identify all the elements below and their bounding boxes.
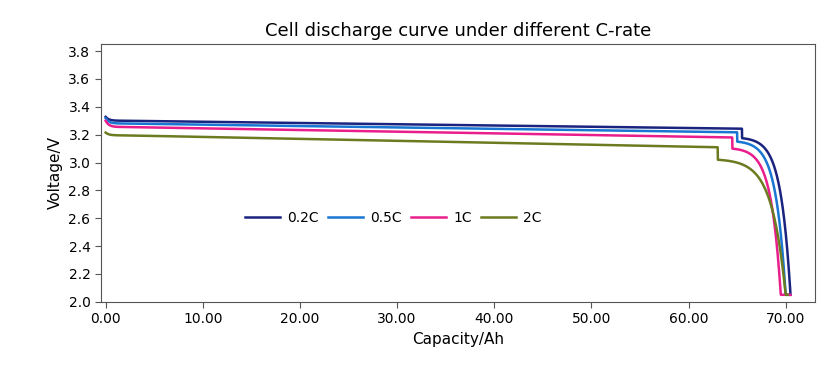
0.2C xyxy=(711,126,721,131)
2C xyxy=(783,293,793,297)
1C xyxy=(701,135,711,139)
1C xyxy=(774,276,785,280)
Line: 0.5C: 0.5C xyxy=(106,118,790,295)
Line: 1C: 1C xyxy=(106,121,790,295)
1C xyxy=(785,293,795,297)
Title: Cell discharge curve under different C-rate: Cell discharge curve under different C-r… xyxy=(265,22,651,40)
2C xyxy=(688,145,698,149)
2C xyxy=(370,138,381,143)
1C xyxy=(769,223,780,227)
1C xyxy=(377,129,387,134)
0.2C xyxy=(772,175,782,179)
0.5C xyxy=(785,293,795,297)
0.2C xyxy=(101,115,111,119)
X-axis label: Capacity/Ah: Capacity/Ah xyxy=(412,332,504,347)
0.5C xyxy=(706,130,717,134)
0.2C xyxy=(776,197,786,201)
0.2C xyxy=(381,122,391,126)
Line: 0.2C: 0.2C xyxy=(106,117,790,295)
2C xyxy=(442,139,452,144)
0.2C xyxy=(455,123,465,127)
2C xyxy=(713,158,723,162)
2C xyxy=(780,293,790,297)
Legend: 0.2C, 0.5C, 1C, 2C: 0.2C, 0.5C, 1C, 2C xyxy=(240,205,547,230)
1C xyxy=(776,293,786,297)
Y-axis label: Voltage/V: Voltage/V xyxy=(48,137,63,209)
Line: 2C: 2C xyxy=(106,132,788,295)
0.5C xyxy=(101,116,111,120)
1C xyxy=(727,146,738,151)
0.5C xyxy=(775,229,785,234)
0.5C xyxy=(771,195,781,199)
1C xyxy=(101,118,111,123)
0.5C xyxy=(732,139,743,144)
2C xyxy=(769,216,780,221)
1C xyxy=(449,131,459,135)
0.5C xyxy=(780,293,790,297)
0.5C xyxy=(453,126,463,131)
2C xyxy=(764,195,774,199)
0.2C xyxy=(785,293,795,297)
2C xyxy=(101,130,111,135)
0.5C xyxy=(379,125,389,130)
0.2C xyxy=(737,136,747,140)
